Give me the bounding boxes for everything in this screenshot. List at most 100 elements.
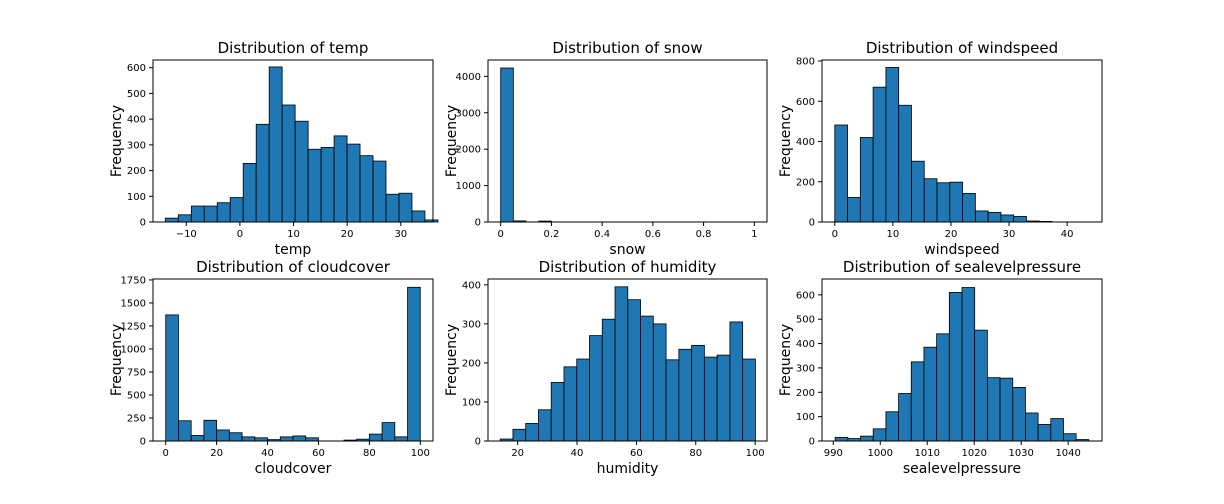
y-tick-label: 100	[462, 397, 481, 408]
y-tick-label: 200	[127, 166, 146, 177]
x-tick-label: 1020	[961, 448, 986, 459]
histogram-bar	[241, 436, 256, 442]
histogram-bar	[381, 422, 396, 442]
x-tick-label: 60	[630, 448, 643, 459]
histogram-bar	[385, 193, 400, 223]
chart-6: 990 1000 1010 1020 1030 1040 0 100 200 300 400 500 6…	[778, 258, 1103, 477]
bars	[499, 286, 756, 442]
histogram-bar	[860, 435, 874, 442]
histogram-bar	[665, 359, 680, 442]
histogram-bar	[974, 329, 988, 442]
histogram-bar	[177, 214, 192, 223]
histogram-bar	[1063, 433, 1077, 442]
y-tick-label: 600	[127, 63, 146, 74]
histogram-bar	[242, 162, 257, 223]
histogram-bar	[729, 321, 744, 442]
histogram-bar	[216, 202, 231, 223]
y-axis-label: Frequency	[109, 324, 125, 396]
histogram-bar	[962, 193, 976, 223]
histogram-bar	[307, 148, 322, 223]
y-tick-label: 300	[127, 140, 146, 151]
x-tick-label: 0.8	[696, 229, 712, 240]
histogram-bar	[500, 67, 514, 223]
histogram-bar	[320, 147, 335, 223]
bars	[164, 66, 439, 223]
histogram-bar	[923, 178, 938, 223]
histogram-bar	[949, 181, 963, 223]
x-tick-label: 990	[824, 448, 843, 459]
histogram-bar	[525, 423, 539, 442]
histogram-bar	[294, 120, 309, 223]
y-tick-label: 200	[796, 388, 815, 399]
y-tick-label: 0	[140, 437, 146, 448]
histogram-bar	[923, 346, 938, 442]
histogram-bar	[872, 428, 887, 442]
axes-frame	[152, 59, 434, 223]
histogram-bar	[872, 86, 887, 223]
histogram-bar	[576, 358, 590, 442]
bars	[834, 287, 1090, 442]
histogram-bar	[885, 411, 899, 442]
y-tick-label: 400	[462, 280, 481, 291]
histogram-bar	[742, 358, 756, 442]
x-axis-label: temp	[275, 242, 312, 258]
histogram-bar	[407, 286, 421, 442]
histogram-bar	[268, 66, 283, 223]
x-tick-label: 40	[1061, 229, 1074, 240]
y-tick-label: 200	[462, 358, 481, 369]
histogram-bar	[1012, 387, 1026, 442]
x-tick-label: 1010	[915, 448, 940, 459]
chart-title: Distribution of windspeed	[866, 39, 1058, 57]
chart-4: 0 20 40 60 80 10002505007501000125015001750Di…	[109, 258, 434, 477]
bars	[165, 286, 421, 442]
chart-title: Distribution of humidity	[539, 258, 717, 276]
y-axis-label: Frequency	[109, 105, 125, 177]
histogram-bar	[203, 419, 218, 442]
x-tick-label: 0	[237, 229, 243, 240]
y-tick-label: 750	[127, 367, 146, 378]
histogram-bar	[834, 124, 848, 223]
y-axis-label: Frequency	[778, 105, 794, 177]
histogram-bar	[614, 286, 629, 442]
y-tick-label: 300	[462, 319, 481, 330]
histogram-bar	[411, 210, 426, 223]
histogram-bar	[333, 135, 348, 223]
histogram-bar	[911, 160, 925, 223]
y-tick-label: 600	[796, 97, 815, 108]
x-tick-label: 20	[210, 448, 223, 459]
histogram-bar	[589, 335, 603, 442]
histogram-bar	[394, 436, 408, 442]
x-axis-label: cloudcover	[255, 461, 332, 477]
y-tick-label: 100	[796, 412, 815, 423]
y-axis-label: Frequency	[778, 324, 794, 396]
x-tick-label: 80	[689, 448, 702, 459]
y-tick-label: 1250	[121, 321, 146, 332]
histogram-bar	[164, 217, 179, 223]
y-tick-label: 400	[796, 137, 815, 148]
y-tick-label: 0	[809, 437, 815, 448]
axes-frame	[821, 59, 1103, 223]
x-tick-label: 60	[312, 448, 325, 459]
y-tick-label: 500	[796, 315, 815, 326]
histogram-bar	[359, 155, 374, 223]
histogram-bar	[961, 287, 976, 442]
histogram-bar	[948, 291, 963, 442]
histogram-bar	[898, 104, 912, 223]
y-tick-label: 1000	[121, 344, 146, 355]
x-tick-label: 20	[511, 448, 524, 459]
chart-5: 20 40 60 80 100 0 100 200 300 400 Distribution of …	[444, 258, 768, 477]
x-tick-label: 0	[163, 448, 169, 459]
histogram-bar	[346, 143, 361, 223]
histogram-bar	[228, 432, 243, 442]
histogram-bar	[847, 197, 861, 223]
histogram-bar	[640, 315, 654, 442]
y-axis-label: Frequency	[444, 105, 460, 177]
x-tick-label: −10	[176, 229, 197, 240]
bars	[500, 67, 755, 223]
x-tick-label: 1030	[1008, 448, 1033, 459]
histogram-bar	[368, 433, 383, 442]
histogram-bar	[936, 333, 950, 442]
y-tick-label: 250	[127, 413, 146, 424]
x-axis-label: sealevelpressure	[903, 461, 1021, 477]
